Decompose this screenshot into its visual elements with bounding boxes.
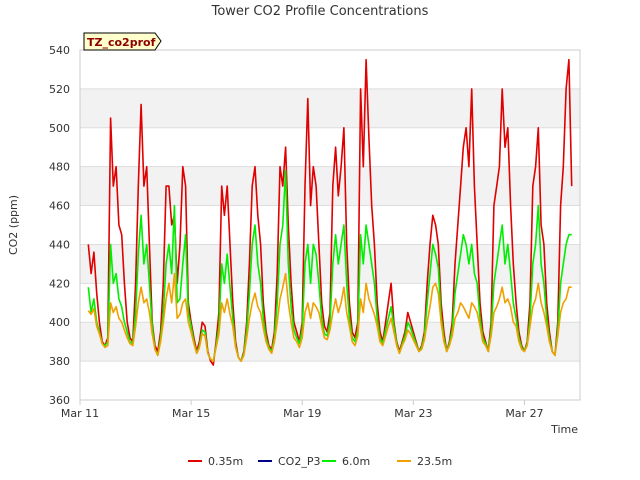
y-tick-label: 420 [49,277,70,290]
y-tick-label: 440 [49,238,70,251]
series-line-23-5m [87,272,572,362]
x-axis-label: Time [550,423,578,436]
y-tick-label: 360 [49,394,70,407]
y-tick-label: 400 [49,316,70,329]
series-layer [87,58,573,366]
plot-band [80,88,580,128]
legend-label: 0.35m [208,455,243,468]
x-tick-label: Mar 19 [283,407,321,420]
chart-legend: 0.35m CO2_P3 6.0m 23.5m [188,455,452,468]
badge-label: TZ_co2prof [87,36,156,49]
plot-band [80,166,580,206]
y-axis-ticks: 360 380 400 420 440 460 480 500 520 540 [49,44,70,407]
badge-shape [83,32,162,51]
y-axis-label: CO2 (ppm) [7,195,20,255]
x-tick-label: Mar 27 [505,407,543,420]
y-tick-label: 460 [49,200,70,213]
chart-title: Tower CO2 Profile Concentrations [211,4,429,19]
legend-label: CO2_P3 [278,455,320,468]
legend-label: 23.5m [417,455,452,468]
y-tick-label: 520 [49,83,70,96]
x-tick-label: Mar 23 [394,407,432,420]
legend-label: 6.0m [342,455,370,468]
x-tick-label: Mar 11 [61,407,99,420]
y-tick-label: 500 [49,122,70,135]
y-tick-label: 480 [49,161,70,174]
y-tick-label: 540 [49,44,70,57]
plot-frame [79,49,581,401]
x-tick-label: Mar 15 [172,407,210,420]
station-badge: TZ_co2prof [83,32,162,51]
x-axis-ticks: Mar 11 Mar 15 Mar 19 Mar 23 Mar 27 [61,400,544,420]
y-tick-label: 380 [49,355,70,368]
